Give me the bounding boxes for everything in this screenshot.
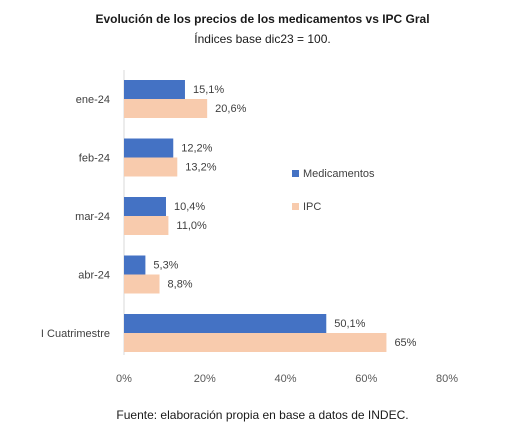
category-label: abr-24	[78, 270, 110, 282]
category-label: feb-24	[79, 153, 110, 165]
data-label: 8,8%	[168, 279, 193, 291]
data-label: 65%	[394, 337, 416, 349]
chart-subtitle: Índices base dic23 = 100.	[194, 32, 331, 46]
bar-medicamentos	[124, 314, 327, 333]
x-tick-label: 80%	[436, 373, 458, 385]
data-label: 15,1%	[193, 84, 224, 96]
data-label: 50,1%	[334, 318, 365, 330]
data-label: 20,6%	[215, 103, 246, 115]
data-label: 10,4%	[174, 201, 205, 213]
legend-label: Medicamentos	[303, 168, 375, 180]
x-tick-label: 0%	[116, 373, 132, 385]
legend-swatch-ipc	[292, 203, 299, 210]
bar-ipc	[124, 333, 387, 352]
legend-label: IPC	[303, 201, 321, 213]
data-label: 13,2%	[185, 162, 216, 174]
data-label: 11,0%	[176, 220, 207, 232]
source-note: Fuente: elaboración propia en base a dat…	[116, 408, 409, 422]
x-tick-label: 60%	[355, 373, 377, 385]
bar-ipc	[124, 99, 208, 118]
legend-swatch-medicamentos	[292, 170, 299, 177]
x-tick-label: 20%	[194, 373, 216, 385]
bar-medicamentos	[124, 197, 166, 216]
bar-ipc	[124, 274, 160, 294]
bar-chart: ene-24 15,1% 20,6% feb-24 12,2% 13,2% mar-24 10…	[41, 70, 458, 385]
data-label: 12,2%	[181, 143, 212, 155]
bar-medicamentos	[124, 138, 174, 158]
bar-medicamentos	[124, 80, 185, 99]
category-label: mar-24	[75, 211, 110, 223]
chart-title: Evolución de los precios de los medicame…	[95, 12, 430, 26]
bar-ipc	[124, 157, 178, 177]
category-label: ene-24	[76, 94, 110, 106]
bar-ipc	[124, 216, 169, 235]
x-tick-label: 40%	[274, 373, 296, 385]
category-label: I Cuatrimestre	[41, 328, 110, 340]
bar-medicamentos	[124, 255, 146, 275]
data-label: 5,3%	[153, 260, 178, 272]
